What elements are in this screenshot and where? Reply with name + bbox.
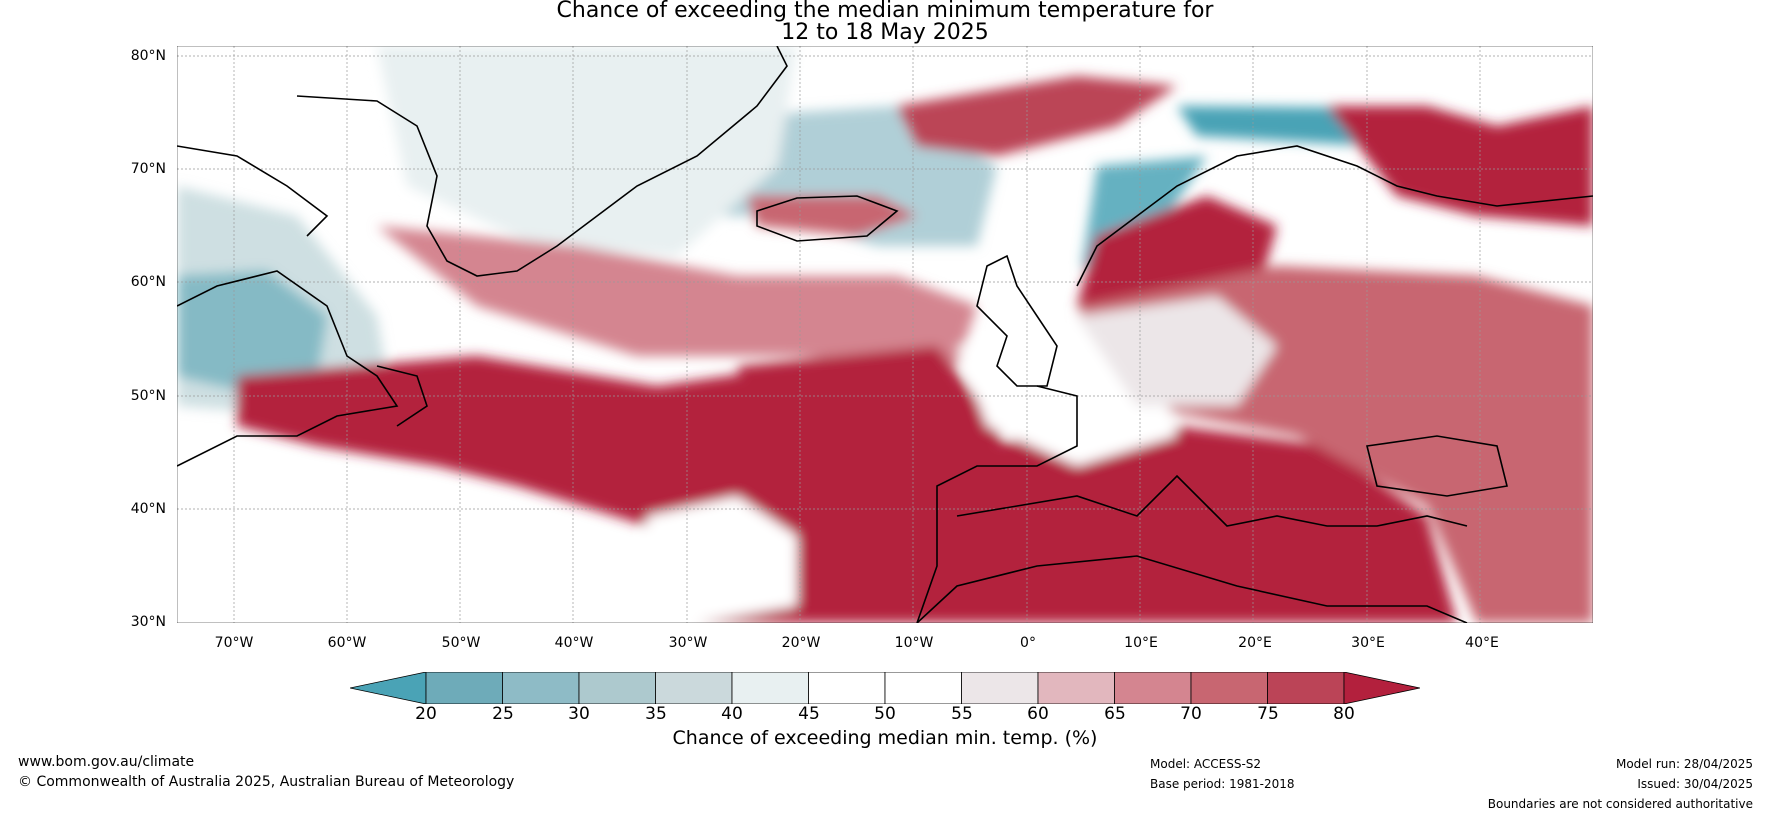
colorbar-segment bbox=[808, 672, 886, 704]
colorbar-segment bbox=[1114, 672, 1192, 704]
colorbar-segment bbox=[502, 672, 580, 704]
lon-label-20e: 20°E bbox=[1238, 635, 1272, 651]
region-mid-atlantic-pink bbox=[377, 226, 977, 366]
coastline-mediterranean bbox=[956, 474, 1468, 527]
region-iceland-red bbox=[747, 196, 917, 236]
coastline-greenland bbox=[296, 46, 788, 277]
lon-label-40w: 40°W bbox=[554, 635, 594, 651]
lon-label-30e: 30°E bbox=[1351, 635, 1385, 651]
lat-label-60n: 60°N bbox=[130, 274, 166, 290]
region-central-europe-lightpink bbox=[1077, 296, 1277, 406]
probability-field bbox=[177, 46, 1593, 623]
coastlines bbox=[177, 46, 1593, 623]
lat-label-70n: 70°N bbox=[130, 161, 166, 177]
colorbar-tick-50: 50 bbox=[874, 704, 896, 724]
region-jan-mayen-red bbox=[897, 76, 1177, 156]
colorbar-tick-80: 80 bbox=[1333, 704, 1355, 724]
model-name: Model: ACCESS-S2 bbox=[1150, 757, 1262, 771]
map-title-line-2: 12 to 18 May 2025 bbox=[781, 20, 989, 45]
region-greenland-white bbox=[377, 46, 797, 256]
issued-date: Issued: 30/04/2025 bbox=[1637, 777, 1753, 791]
colorbar-tick-65: 65 bbox=[1104, 704, 1126, 724]
colorbar-tick-45: 45 bbox=[798, 704, 820, 724]
lon-label-10e: 10°E bbox=[1124, 635, 1158, 651]
graticule bbox=[177, 46, 1593, 623]
model-run-date: Model run: 28/04/2025 bbox=[1615, 757, 1753, 771]
colorbar-tick-55: 55 bbox=[951, 704, 973, 724]
coastline-british-isles bbox=[976, 254, 1058, 387]
colorbar-extend-high bbox=[1343, 672, 1420, 704]
coastline-labrador bbox=[177, 270, 399, 467]
colorbar-tick-25: 25 bbox=[492, 704, 514, 724]
lon-label-30w: 30°W bbox=[668, 635, 708, 651]
coastline-europe-atlantic bbox=[916, 385, 1078, 623]
colorbar bbox=[350, 672, 1420, 704]
lon-label-70w: 70°W bbox=[214, 635, 254, 651]
coastline-scandinavia bbox=[1076, 145, 1593, 287]
coastline-newfoundland bbox=[376, 365, 428, 427]
colorbar-segment bbox=[655, 672, 733, 704]
base-period: Base period: 1981-2018 bbox=[1150, 777, 1295, 791]
lon-label-40e: 40°E bbox=[1465, 635, 1499, 651]
lon-label-60w: 60°W bbox=[327, 635, 367, 651]
copyright-notice: © Commonwealth of Australia 2025, Austra… bbox=[18, 774, 515, 790]
colorbar-segment bbox=[1190, 672, 1268, 704]
coastline-iceland bbox=[756, 195, 899, 242]
lon-label-0: 0° bbox=[1020, 635, 1036, 651]
colorbar-segment bbox=[1267, 672, 1345, 704]
colorbar-segment bbox=[425, 672, 503, 704]
colorbar-segment bbox=[578, 672, 656, 704]
lat-label-80n: 80°N bbox=[130, 48, 166, 64]
lat-label-30n: 30°N bbox=[130, 614, 166, 630]
region-mediterranean-red bbox=[937, 426, 1457, 623]
colorbar-tick-30: 30 bbox=[568, 704, 590, 724]
coastline-black-sea bbox=[1366, 435, 1508, 497]
colorbar-extend-low bbox=[350, 672, 427, 704]
website-link[interactable]: www.bom.gov.au/climate bbox=[18, 754, 195, 770]
colorbar-tick-70: 70 bbox=[1180, 704, 1202, 724]
colorbar-tick-60: 60 bbox=[1027, 704, 1049, 724]
coastline-baffin bbox=[177, 145, 329, 237]
region-labrador-lightblue bbox=[177, 186, 387, 416]
probability-map bbox=[177, 46, 1593, 623]
lon-label-10w: 10°W bbox=[894, 635, 934, 651]
colorbar-segment bbox=[884, 672, 962, 704]
region-russia-red bbox=[1327, 106, 1593, 226]
colorbar-tick-75: 75 bbox=[1257, 704, 1279, 724]
colorbar-segment bbox=[731, 672, 809, 704]
boundaries-disclaimer: Boundaries are not considered authoritat… bbox=[1487, 797, 1753, 811]
colorbar-title: Chance of exceeding median min. temp. (%… bbox=[672, 727, 1098, 749]
colorbar-tick-20: 20 bbox=[415, 704, 437, 724]
region-south-atlantic-white bbox=[647, 496, 797, 623]
lat-label-40n: 40°N bbox=[130, 501, 166, 517]
colorbar-segment bbox=[961, 672, 1039, 704]
coastline-north-africa bbox=[916, 555, 1468, 623]
colorbar-segment bbox=[1037, 672, 1115, 704]
lon-label-50w: 50°W bbox=[441, 635, 481, 651]
colorbar-tick-35: 35 bbox=[645, 704, 667, 724]
colorbar-tick-40: 40 bbox=[721, 704, 743, 724]
map-title-line-1: Chance of exceeding the median minimum t… bbox=[556, 0, 1214, 23]
lat-label-50n: 50°N bbox=[130, 388, 166, 404]
lon-label-20w: 20°W bbox=[781, 635, 821, 651]
